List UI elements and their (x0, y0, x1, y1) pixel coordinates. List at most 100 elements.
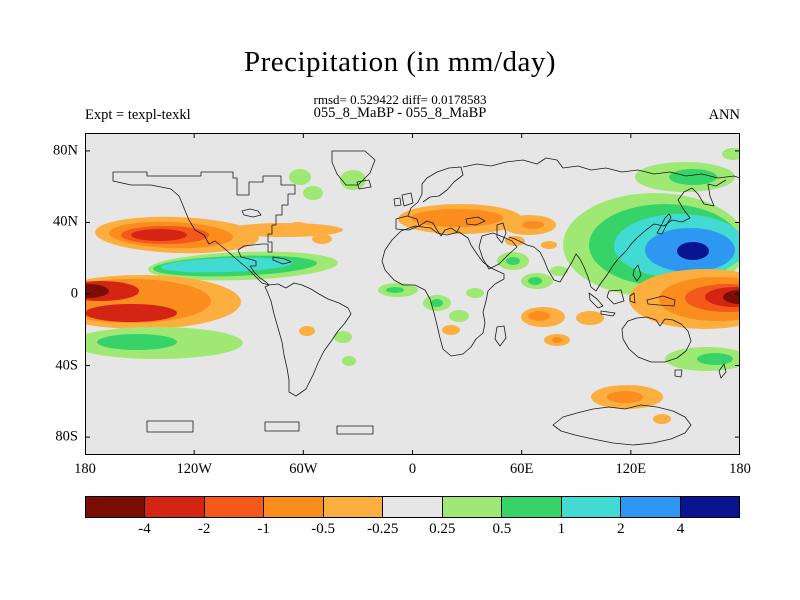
coastline-iceland (356, 179, 372, 190)
anomaly-mideast-dry-2 (541, 241, 557, 249)
anomaly-indian-ocean-dry-1-core (528, 311, 550, 321)
lake-great-lakes (241, 208, 262, 218)
x-tick-label: 60E (510, 461, 534, 477)
anomaly-africa-dry-spot (442, 325, 460, 335)
coastline-asia-arctic (462, 157, 740, 179)
stats-line: rmsd= 0.529422 diff= 0.0178583 (313, 92, 487, 107)
anomaly-north-atlantic-wet-3 (303, 186, 323, 200)
anomaly-mideast-dry-1 (505, 236, 525, 246)
colorbar-level-label: 2 (617, 521, 625, 537)
anomaly-south-australia-dry-core (607, 391, 643, 403)
anomaly-south-pacific-wet-core (97, 334, 177, 350)
colorbar-level-label: -4 (138, 521, 151, 537)
anomaly-india-wet-1-core (506, 257, 520, 265)
colorbar-cell-5 (382, 496, 443, 518)
colorbar-cell-0 (85, 496, 146, 518)
colorbar-cell-9 (620, 496, 681, 518)
map-frame (85, 133, 740, 455)
y-tick-label: 40S (55, 357, 78, 374)
colorbar-level-label: 1 (557, 521, 566, 537)
anomaly-indian-ocean-dry-2-core (552, 337, 562, 343)
y-tick-label: 40N (53, 213, 78, 230)
anomaly-subtropical-atlantic-dry-1 (286, 222, 310, 234)
coastline-new-zealand (718, 363, 727, 379)
colorbar-level-label: -0.25 (367, 521, 399, 537)
y-tick-label: 0 (70, 285, 78, 302)
anomaly-south-australia-dry-spot (653, 414, 671, 424)
anomaly-west-pacific-wet-max (677, 242, 709, 260)
coastline-new-guinea (646, 295, 676, 307)
coastline-antarctica-1 (552, 404, 692, 446)
coastline-antarctica-3 (264, 421, 300, 432)
coastline-madagascar (494, 325, 507, 347)
coastlines (112, 150, 740, 446)
coastline-sumatra (588, 292, 604, 309)
colorbar-level-label: -0.5 (311, 521, 336, 537)
colorbar-cell-2 (203, 496, 265, 518)
coastline-south-america (264, 282, 352, 397)
y-tick-label: 80N (53, 142, 78, 159)
colorbar (85, 496, 740, 518)
coastline-ireland (393, 197, 402, 207)
anomaly-left-equatorial-dry-south (85, 304, 177, 322)
colorbar-cell-4 (322, 496, 384, 518)
coastline-europe-north (407, 166, 464, 217)
colorbar-cell-6 (441, 496, 503, 518)
anomaly-south-america-wet-2 (342, 356, 356, 366)
colorbar-level-label: -1 (257, 521, 270, 537)
anomaly-north-atlantic-wet-2 (340, 170, 366, 190)
y-tick-label: 80S (55, 428, 78, 445)
coastline-sulawesi (629, 292, 636, 304)
coastline-java (600, 310, 616, 317)
coastline-borneo (606, 289, 625, 305)
colorbar-cell-8 (560, 496, 622, 518)
anomaly-africa-wet-3 (466, 288, 484, 298)
x-tick-label: 60W (289, 461, 318, 477)
anomaly-se-asia-wet (550, 266, 568, 276)
coastline-asia-east-south (508, 179, 727, 292)
colorbar-level-label: 0.25 (429, 521, 456, 537)
colorbar-cell-1 (144, 496, 205, 518)
anomaly-west-australia-dry (576, 311, 604, 325)
anomaly-left-equatorial-dry-max (85, 284, 109, 298)
coastline-australia (621, 316, 692, 363)
colorbar-level-label: 0.5 (492, 521, 512, 537)
colorbar-level-label: 4 (676, 521, 685, 537)
lake-black-sea (465, 216, 486, 226)
coastline-iberia (395, 215, 420, 231)
coastline-antarctica-2 (146, 420, 194, 433)
coastline-north-america (112, 171, 296, 286)
x-tick-label: 120E (615, 461, 647, 477)
anomaly-africa-wet-1-core (431, 299, 443, 307)
coastline-arabia (478, 232, 518, 270)
plot-title: Precipitation (in mm/day) (243, 46, 557, 78)
world-map (85, 133, 740, 455)
anomaly-south-america-dry-spot (299, 326, 315, 336)
x-tick-label: 180 (74, 461, 96, 477)
x-tick-label: 0 (408, 461, 417, 477)
experiment-label: Expt = texpl-texkl (85, 107, 191, 123)
anomaly-east-pacific-wet-core (161, 257, 293, 273)
season-label: ANN (708, 107, 740, 123)
anomaly-subtropical-atlantic-dry-2 (312, 234, 332, 244)
coastline-philippines (632, 264, 642, 282)
coastline-tasmania (674, 369, 683, 378)
colorbar-cell-7 (501, 496, 562, 518)
coastline-britain (401, 192, 414, 207)
colorbar-level-label: -2 (197, 521, 211, 537)
anomaly-central-asia-dry-core (522, 221, 544, 229)
anomaly-bay-of-bengal-wet-core (528, 277, 542, 285)
anomaly-nafrica-asia-dry-core (411, 209, 503, 227)
coastline-japan (656, 213, 672, 235)
anomaly-south-america-wet-1 (334, 331, 352, 343)
anomaly-north-pacific-dry-core (131, 229, 187, 241)
coastline-africa (381, 225, 505, 357)
x-tick-label: 180 (729, 461, 751, 477)
anomaly-africa-wet-2 (449, 310, 469, 322)
colorbar-cell-10 (679, 496, 740, 518)
coastline-mediterranean-north (418, 220, 461, 237)
anomaly-northwest-pacific-wet-core (669, 169, 717, 185)
coastline-cuba (272, 256, 292, 265)
field-difference-label: 055_8_MaBP - 055_8_MaBP (313, 105, 487, 121)
